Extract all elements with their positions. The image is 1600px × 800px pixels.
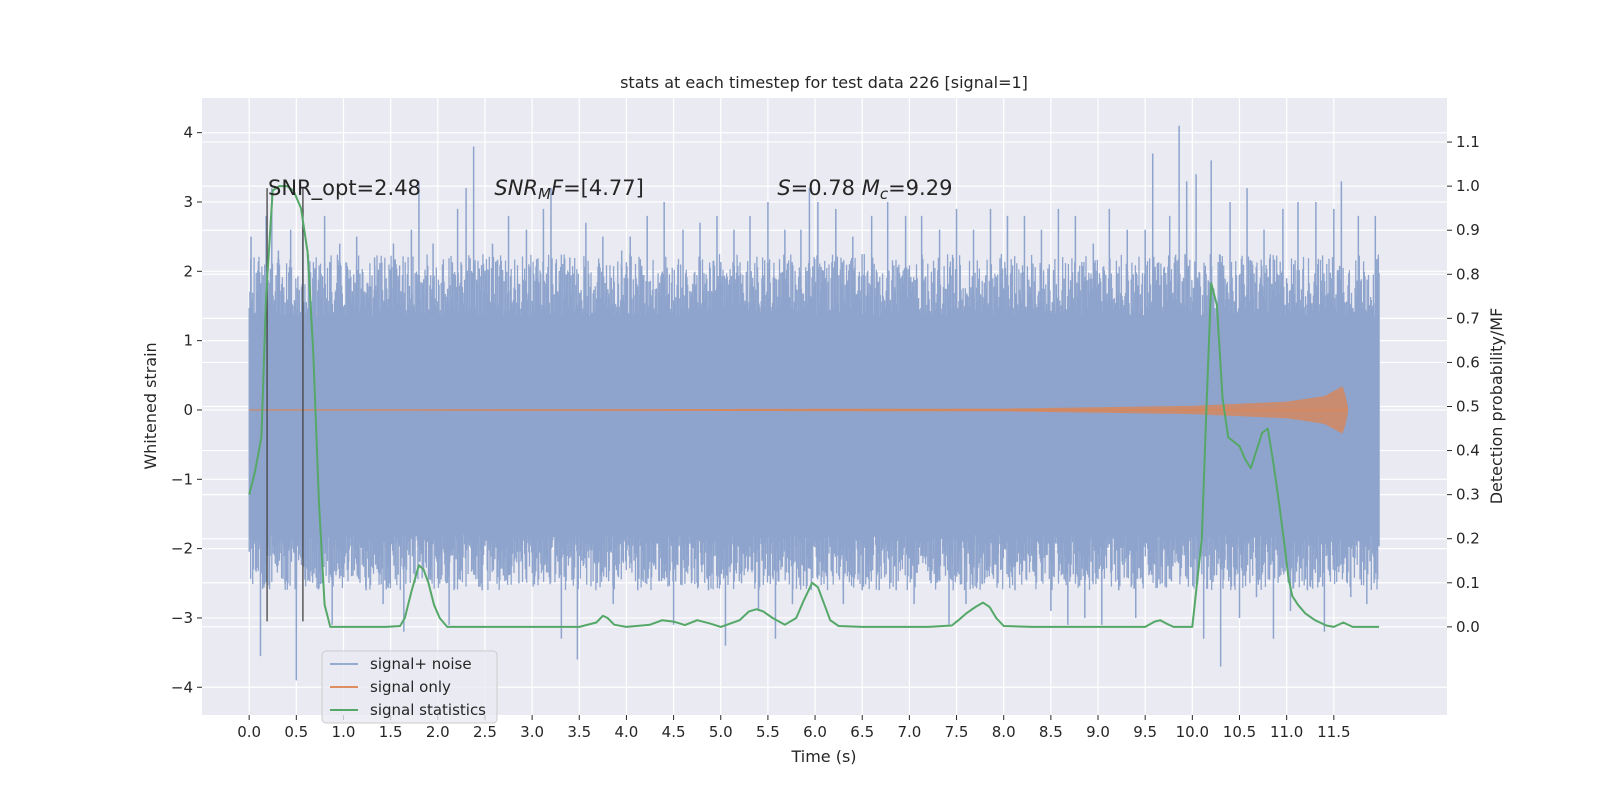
x-tick-label: 2.0 xyxy=(426,723,450,741)
y2-tick-label: 1.1 xyxy=(1456,133,1480,151)
marker-lines xyxy=(266,188,304,622)
series-signal-statistics xyxy=(248,185,1380,628)
y-tick-label: 1 xyxy=(183,332,193,350)
annotation-part: M xyxy=(862,176,880,200)
statistics-line xyxy=(248,185,1380,628)
y2-tick-label: 0.0 xyxy=(1456,618,1480,636)
annotation-part: SNR_opt=2.48 xyxy=(268,176,421,201)
x-tick-label: 5.0 xyxy=(709,723,733,741)
annotation-part: =9.29 xyxy=(888,176,952,200)
x-tick-label: 8.0 xyxy=(992,723,1016,741)
x-tick-label: 11.5 xyxy=(1317,723,1350,741)
chart-title: stats at each timestep for test data 226… xyxy=(620,73,1028,92)
y-tick-label: 3 xyxy=(183,193,193,211)
x-tick-label: 7.5 xyxy=(945,723,969,741)
x-tick-label: 3.5 xyxy=(567,723,591,741)
annotation-part: =0.78 xyxy=(791,176,862,200)
y2-tick-label: 0.5 xyxy=(1456,398,1480,416)
annotation-part: SNR xyxy=(494,176,538,200)
annotation-part: c xyxy=(880,185,889,203)
legend-box xyxy=(321,650,498,724)
x-tick-label: 5.5 xyxy=(756,723,780,741)
y2-axis-ticks: 0.0 0.1 0.2 0.3 0.4 0.5 0.6 0.7 0.8 0.9 1.0 1.1 xyxy=(1447,133,1480,636)
legend-label: signal+ noise xyxy=(370,655,472,673)
annotation-snr_mf: SNRMF=[4.77] xyxy=(494,176,643,203)
x-tick-label: 6.0 xyxy=(803,723,827,741)
x-tick-label: 1.0 xyxy=(332,723,356,741)
legend: signal+ noise signal only signal statistic… xyxy=(321,650,498,724)
x-tick-label: 0.5 xyxy=(284,723,308,741)
x-tick-label: 7.0 xyxy=(897,723,921,741)
annotation-s_mc: S=0.78 Mc=9.29 xyxy=(777,176,952,203)
annotation-part: F xyxy=(551,176,564,200)
y-tick-label: −3 xyxy=(171,609,193,627)
annotation-part: S xyxy=(777,176,790,200)
y2-tick-label: 0.9 xyxy=(1456,221,1480,239)
y2-tick-label: 0.1 xyxy=(1456,574,1480,592)
x-tick-label: 9.5 xyxy=(1133,723,1157,741)
annotation-part: =[4.77] xyxy=(563,176,644,200)
x-tick-label: 11.0 xyxy=(1270,723,1303,741)
x-tick-label: 8.5 xyxy=(1039,723,1063,741)
y-tick-label: −4 xyxy=(171,678,193,696)
y-tick-label: 2 xyxy=(183,262,193,280)
x-tick-label: 9.0 xyxy=(1086,723,1110,741)
y-tick-label: −2 xyxy=(171,540,193,558)
y-tick-label: 4 xyxy=(183,124,193,142)
y2-axis-label: Detection probability/MF xyxy=(1487,308,1506,505)
annotation-snr_opt: SNR_opt=2.48 xyxy=(268,176,421,201)
x-axis-label: Time (s) xyxy=(790,747,856,766)
y-tick-label: 0 xyxy=(183,401,193,419)
x-tick-label: 10.0 xyxy=(1176,723,1209,741)
y2-tick-label: 0.6 xyxy=(1456,353,1480,371)
x-axis-ticks: 0.0 0.5 1.0 1.5 2.0 2.5 3.0 3.5 4.0 4.5 5.0 5.5 6.0 6… xyxy=(237,715,1351,741)
y2-tick-label: 0.2 xyxy=(1456,530,1480,548)
x-tick-label: 4.5 xyxy=(662,723,686,741)
y2-tick-label: 1.0 xyxy=(1456,177,1480,195)
y2-tick-label: 0.3 xyxy=(1456,486,1480,504)
x-tick-label: 4.0 xyxy=(615,723,639,741)
y2-tick-label: 0.8 xyxy=(1456,265,1480,283)
legend-label: signal only xyxy=(370,678,451,696)
x-tick-label: 1.5 xyxy=(379,723,403,741)
x-tick-label: 2.5 xyxy=(473,723,497,741)
y2-tick-label: 0.4 xyxy=(1456,442,1480,460)
y-axis-label: Whitened strain xyxy=(141,342,160,469)
series-signal-noise xyxy=(248,125,1380,681)
y-axis-ticks: −4 −3 −2 −1 0 1 2 3 4 xyxy=(171,124,202,696)
x-tick-label: 3.0 xyxy=(520,723,544,741)
y2-tick-label: 0.7 xyxy=(1456,309,1480,327)
x-tick-label: 6.5 xyxy=(850,723,874,741)
annotation-part: M xyxy=(538,185,551,203)
series-signal-only xyxy=(249,386,1349,434)
x-tick-label: 10.5 xyxy=(1223,723,1256,741)
x-tick-label: 0.0 xyxy=(237,723,261,741)
y-tick-label: −1 xyxy=(171,470,193,488)
legend-label: signal statistics xyxy=(370,701,486,719)
annotations: SNR_opt=2.48 SNRMF=[4.77] S=0.78 Mc=9.29 xyxy=(268,176,952,203)
